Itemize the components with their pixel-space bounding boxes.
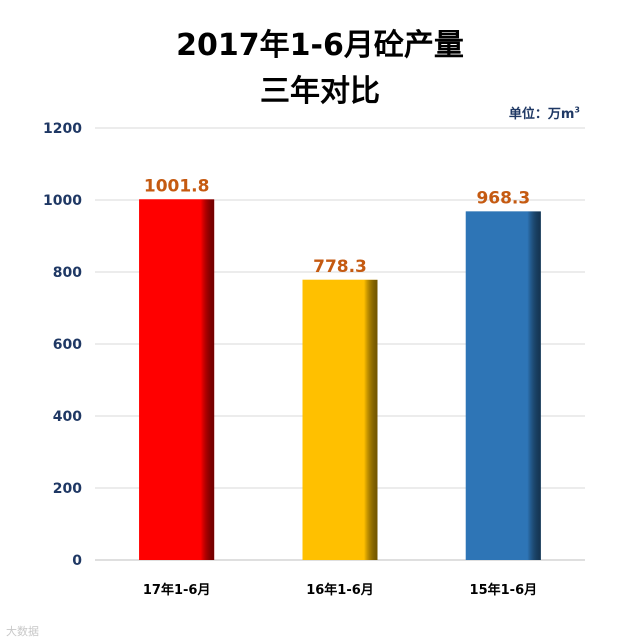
data-labels: 1001.8 778.3 968.3 bbox=[144, 176, 530, 276]
y-tick-label: 1200 bbox=[43, 121, 82, 137]
y-tick-label: 400 bbox=[53, 409, 82, 425]
y-tick-label: 1000 bbox=[43, 193, 82, 209]
x-tick-label: 17年1-6月 bbox=[143, 582, 211, 598]
unit-label-text: 单位：万m bbox=[508, 107, 575, 122]
y-tick-label: 600 bbox=[53, 337, 82, 353]
bar-shading bbox=[139, 199, 215, 561]
watermark: 大数据 bbox=[6, 625, 39, 638]
y-axis: 0 200 400 600 800 1000 1200 bbox=[43, 121, 82, 569]
x-tick-label: 15年1-6月 bbox=[470, 582, 538, 598]
bar-group bbox=[139, 199, 215, 561]
data-label: 968.3 bbox=[476, 188, 530, 208]
bars bbox=[139, 199, 541, 561]
unit-label: 单位：万m3 bbox=[509, 103, 580, 122]
chart-title-line1: 2017年1-6月砼产量 bbox=[176, 28, 464, 63]
bar-shading bbox=[302, 279, 378, 560]
x-tick-label: 16年1-6月 bbox=[306, 582, 374, 598]
bar-group bbox=[465, 211, 541, 561]
bar-shading bbox=[465, 211, 541, 561]
unit-superscript: 3 bbox=[574, 105, 580, 115]
y-tick-label: 200 bbox=[53, 481, 82, 497]
y-tick-label: 800 bbox=[53, 265, 82, 281]
chart-title-line2: 三年对比 bbox=[260, 74, 380, 109]
bar-group bbox=[302, 279, 378, 560]
data-label: 1001.8 bbox=[144, 176, 210, 196]
x-axis: 17年1-6月 16年1-6月 15年1-6月 bbox=[143, 582, 537, 598]
y-tick-label: 0 bbox=[72, 553, 82, 569]
data-label: 778.3 bbox=[313, 257, 367, 277]
